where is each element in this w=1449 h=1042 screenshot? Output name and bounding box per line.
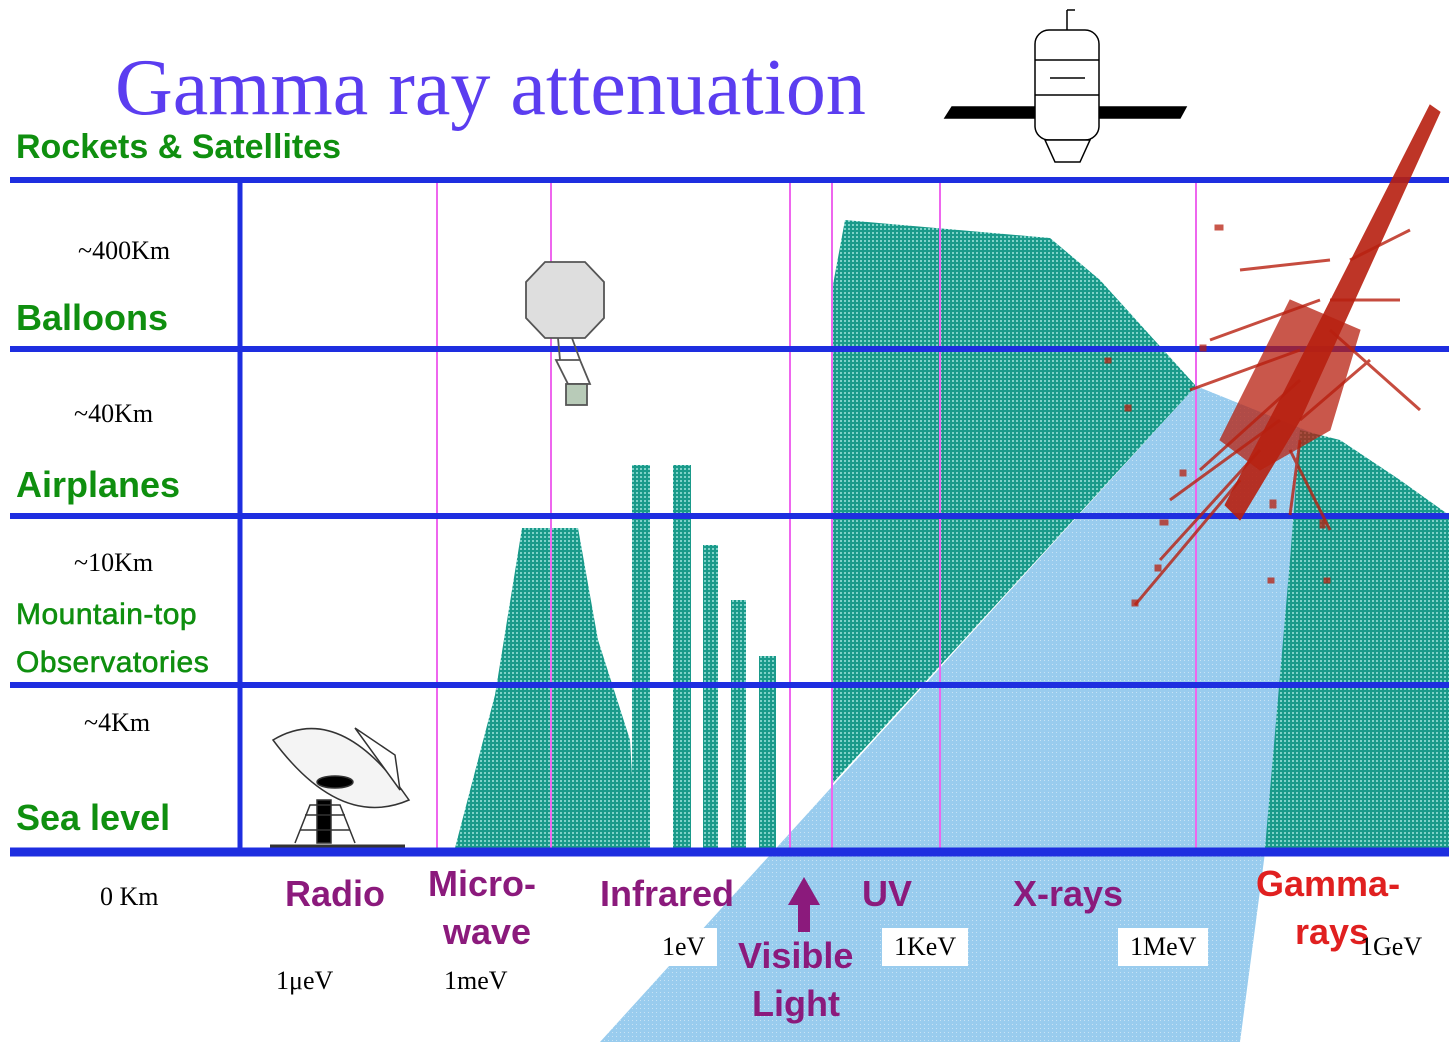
- altitude-label-airplanes: Airplanes: [16, 464, 181, 505]
- band-label-infrared: Infrared: [600, 873, 735, 914]
- page-title: Gamma ray attenuation: [115, 44, 866, 132]
- altitude-label-observatories: Observatories: [16, 646, 210, 679]
- band-label-radio: Radio: [285, 873, 386, 914]
- band-label-microwave-1: Micro-: [428, 863, 536, 904]
- energy-label-mev: 1MeV: [1118, 928, 1209, 966]
- height-400km: ~400Km: [78, 236, 171, 265]
- particle-shower-icon: [1104, 104, 1441, 607]
- radio-dish-icon: [270, 727, 411, 848]
- height-4km: ~4Km: [84, 708, 151, 737]
- energy-label-kev: 1KeV: [882, 928, 969, 966]
- altitude-label-balloons: Balloons: [16, 297, 169, 338]
- absorption-ir-2: [673, 465, 691, 848]
- band-label-visible-2: Light: [752, 983, 840, 1024]
- absorption-ir-5: [759, 656, 776, 848]
- band-label-visible-1: Visible: [738, 935, 854, 976]
- arrow-up-icon: [788, 877, 820, 932]
- band-label-microwave-2: wave: [443, 911, 532, 952]
- band-label-gamma-2: rays: [1295, 911, 1370, 952]
- satellite-icon: [943, 9, 1188, 163]
- energy-label-uev: 1μeV: [264, 962, 346, 1000]
- shower-cone: [600, 386, 1320, 1042]
- band-label-gamma-1: Gamma-: [1256, 863, 1401, 904]
- balloon-icon: [525, 261, 605, 406]
- height-0km: 0 Km: [100, 882, 159, 911]
- altitude-label-rockets: Rockets & Satellites: [16, 128, 342, 166]
- altitude-grid: [10, 177, 1449, 857]
- absorption-gamma: [1265, 430, 1449, 848]
- absorption-uv-xray: [832, 220, 1196, 848]
- altitude-label-sea-level: Sea level: [16, 797, 171, 838]
- band-label-uv: UV: [862, 873, 913, 914]
- height-40km: ~40Km: [74, 399, 154, 428]
- height-10km: ~10Km: [74, 548, 154, 577]
- energy-label-mev-milli: 1meV: [432, 962, 520, 1000]
- absorption-ir-3: [703, 545, 718, 848]
- absorption-ir-1: [632, 465, 650, 848]
- energy-label-gev: 1GeV: [1360, 932, 1423, 961]
- energy-label-ev: 1eV: [650, 928, 718, 966]
- band-label-xrays: X-rays: [1013, 873, 1124, 914]
- absorption-ir-4: [731, 600, 746, 848]
- altitude-label-mountain: Mountain-top: [16, 598, 198, 631]
